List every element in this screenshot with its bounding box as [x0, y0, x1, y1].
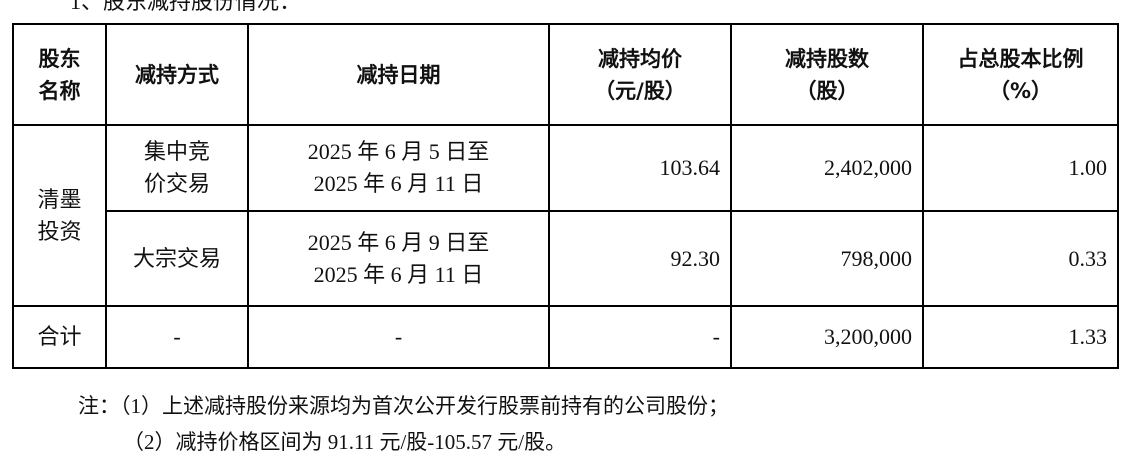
- total-date: -: [247, 305, 550, 369]
- share-reduction-table: 股东名称 减持方式 减持日期 减持均价（元/股） 减持股数（股） 占总股本比例（…: [12, 23, 1119, 369]
- total-row: 合计 - - - 3,200,000 1.33: [12, 305, 1119, 369]
- note-2: （2）减持价格区间为 91.11 元/股-105.57 元/股。: [123, 430, 567, 454]
- header-shares: 减持股数（股）: [730, 23, 924, 126]
- header-row: 股东名称 减持方式 减持日期 减持均价（元/股） 减持股数（股） 占总股本比例（…: [12, 23, 1119, 126]
- avg-price-cell: 103.64: [548, 124, 732, 212]
- table-row: 清墨投资 集中竞价交易 2025 年 6 月 5 日至 2025 年 6 月 11…: [12, 124, 1119, 307]
- header-date: 减持日期: [247, 23, 550, 126]
- header-shareholder: 股东名称: [12, 23, 107, 126]
- shareholder-cell: 清墨投资: [12, 124, 107, 307]
- total-avg-price: -: [548, 305, 732, 369]
- table-row: 大宗交易 2025 年 6 月 9 日至 2025 年 6 月 11 日 92.3…: [13, 210, 1119, 307]
- total-method: -: [105, 305, 249, 369]
- shares-cell: 798,000: [730, 210, 924, 307]
- header-method: 减持方式: [105, 23, 249, 126]
- shares-cell: 2,402,000: [730, 124, 924, 212]
- total-ratio: 1.33: [922, 305, 1119, 369]
- date-cell: 2025 年 6 月 9 日至 2025 年 6 月 11 日: [247, 210, 550, 307]
- notes: 注：（1）上述减持股份来源均为首次公开发行股票前持有的公司股份； （2）减持价格…: [78, 388, 729, 460]
- section-heading: 1、股东减持股份情况：: [70, 0, 302, 14]
- header-avg-price: 减持均价（元/股）: [548, 23, 732, 126]
- total-label: 合计: [12, 305, 107, 369]
- total-shares: 3,200,000: [730, 305, 924, 369]
- date-cell: 2025 年 6 月 5 日至 2025 年 6 月 11 日: [247, 124, 550, 212]
- ratio-cell: 1.00: [922, 124, 1119, 212]
- ratio-cell: 0.33: [922, 210, 1119, 307]
- avg-price-cell: 92.30: [548, 210, 732, 307]
- note-1: 注：（1）上述减持股份来源均为首次公开发行股票前持有的公司股份；: [78, 394, 729, 418]
- method-cell: 大宗交易: [105, 210, 249, 307]
- header-ratio: 占总股本比例（%）: [922, 23, 1119, 126]
- method-cell: 集中竞价交易: [105, 124, 249, 212]
